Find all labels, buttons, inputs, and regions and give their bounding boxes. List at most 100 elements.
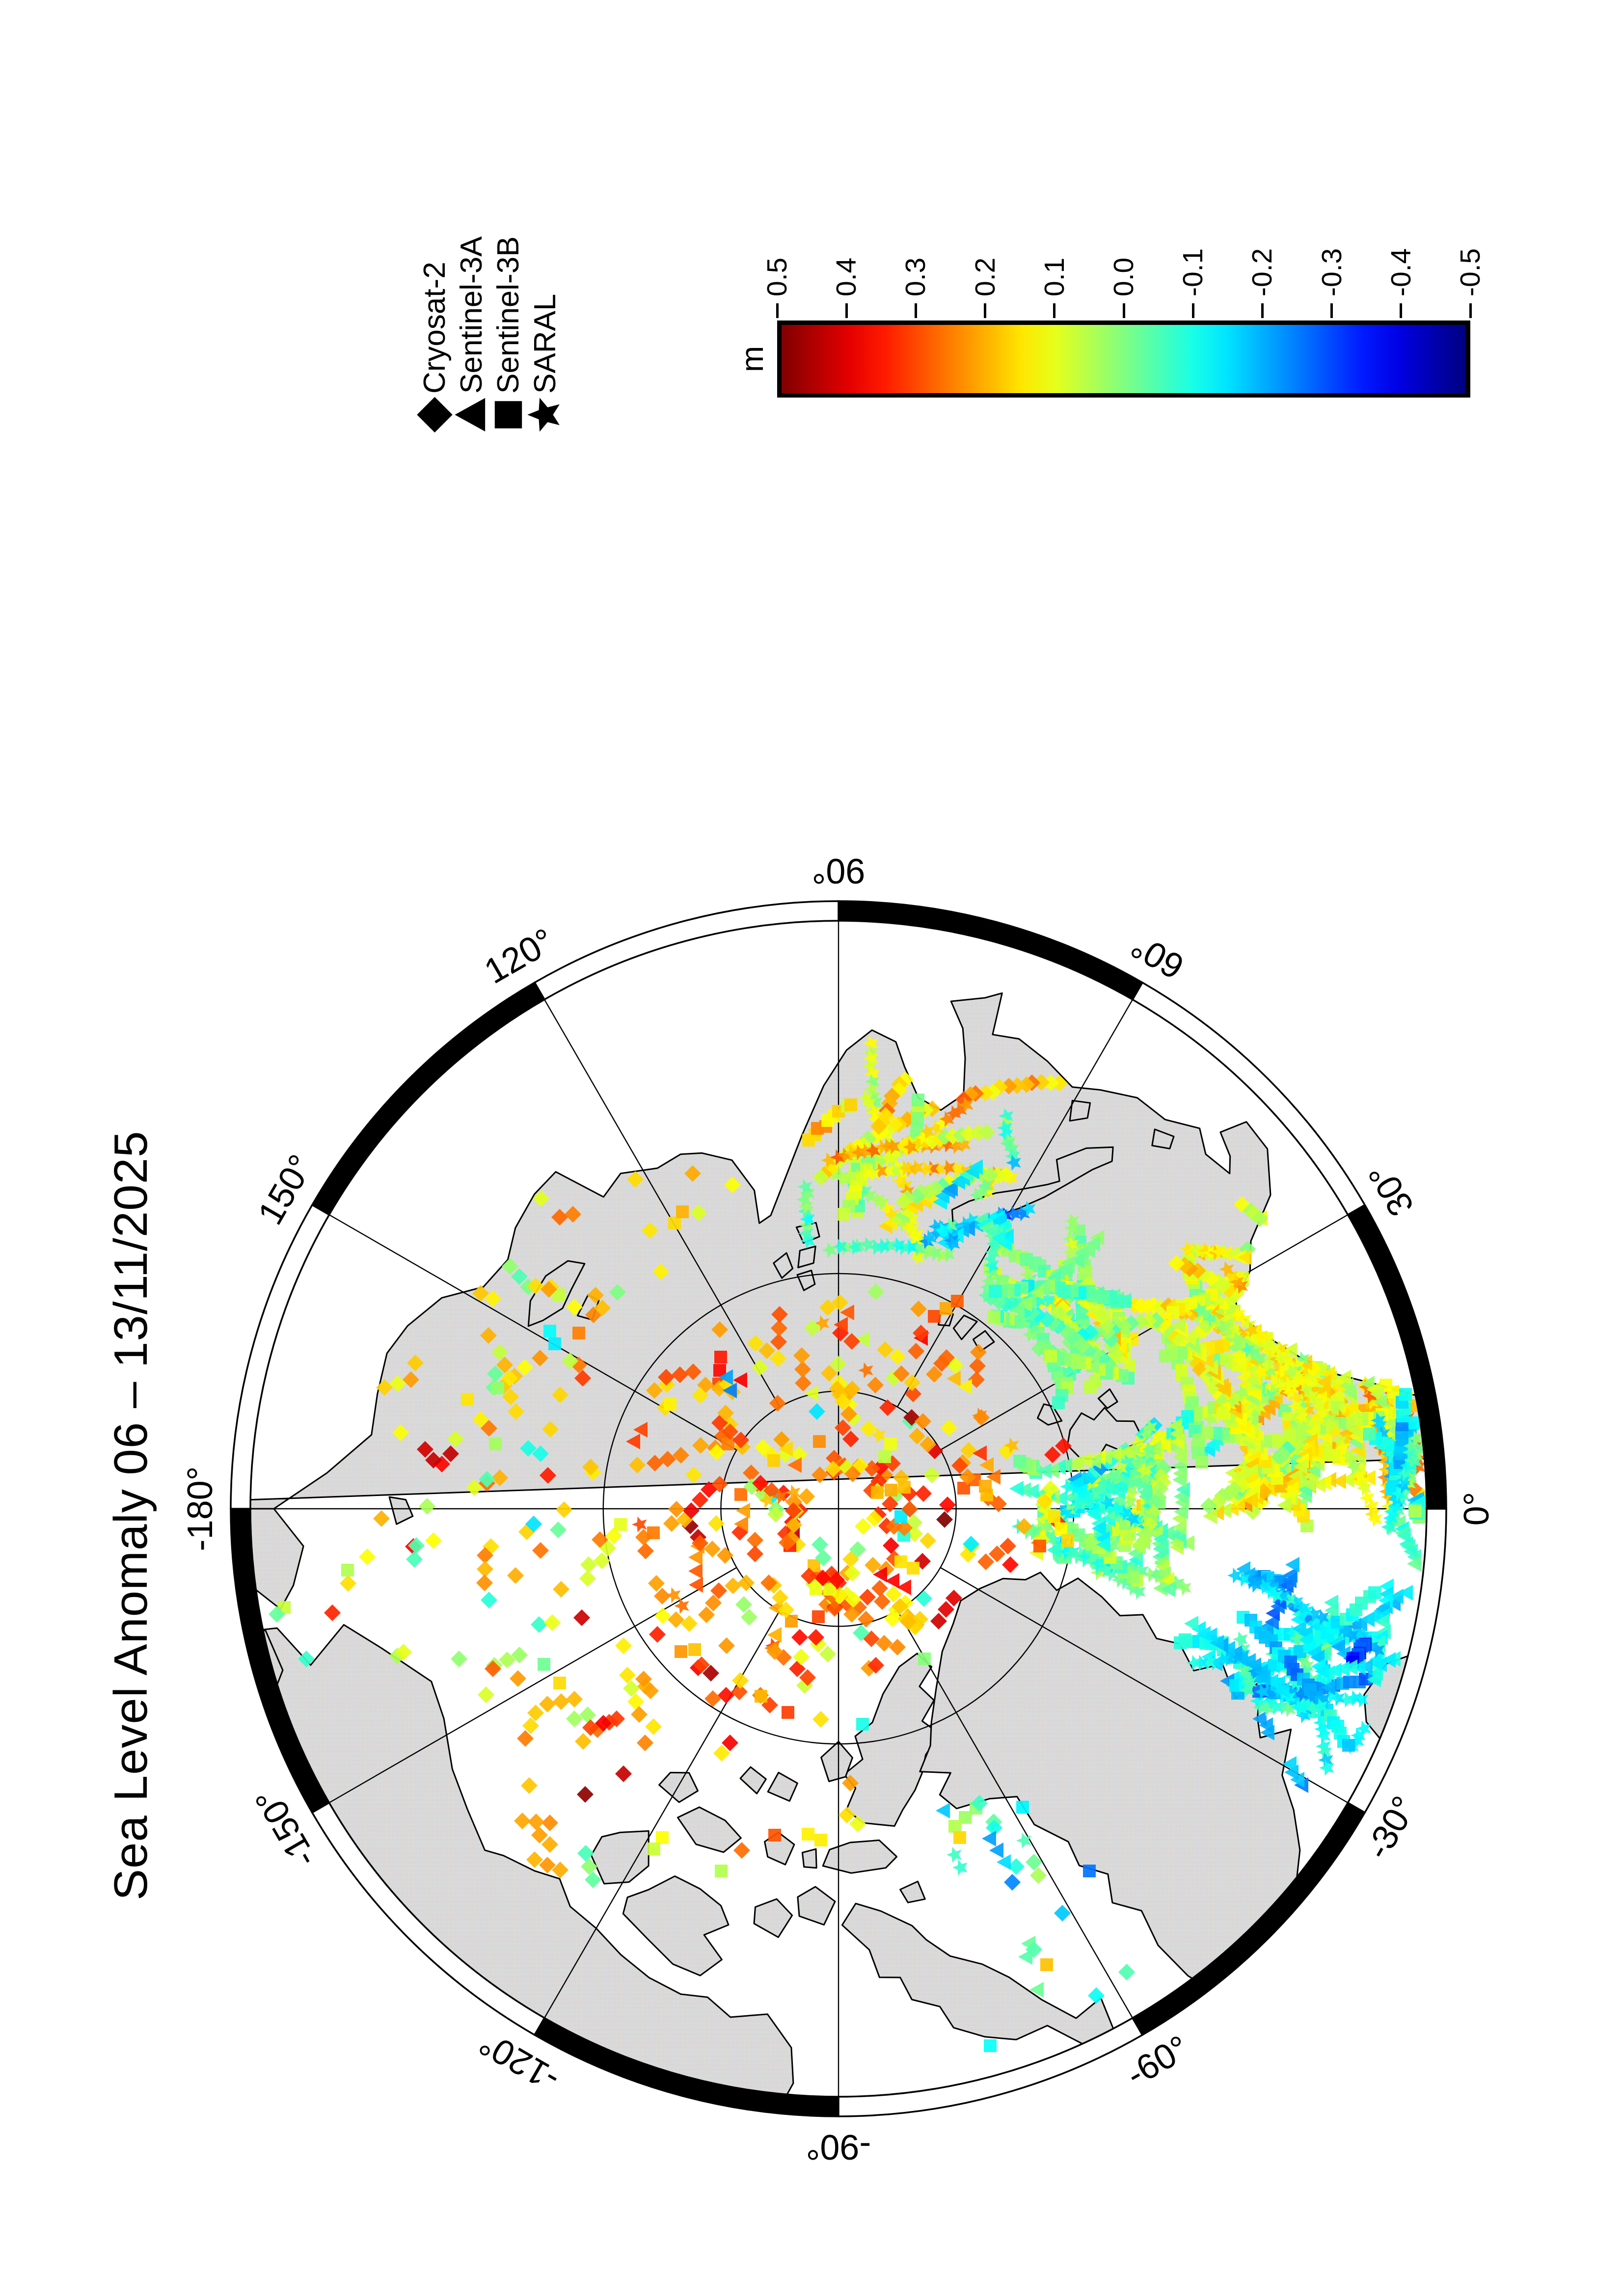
- data-point: [1118, 1964, 1135, 1980]
- data-point: [373, 1510, 390, 1527]
- data-point: [688, 1643, 701, 1656]
- data-point: [556, 1501, 572, 1518]
- data-point: [718, 1637, 735, 1654]
- data-point: [663, 1515, 680, 1532]
- data-point: [550, 1522, 567, 1538]
- data-point: [688, 1563, 703, 1579]
- data-point: [1319, 1760, 1334, 1776]
- data-point: [885, 1484, 897, 1496]
- data-point: [1016, 1801, 1029, 1814]
- data-point: [871, 1486, 884, 1499]
- colorbar-tick-label: -0.1: [1177, 248, 1209, 296]
- data-point: [566, 1691, 583, 1708]
- land-victoria: [622, 1875, 730, 1976]
- data-point: [577, 1786, 594, 1803]
- data-point: [1277, 1497, 1291, 1513]
- data-point: [1052, 1396, 1065, 1409]
- data-point: [553, 1581, 569, 1598]
- land-prince_patrick: [658, 1772, 699, 1803]
- data-point: [681, 1615, 698, 1632]
- data-point: [579, 1570, 596, 1587]
- data-point: [341, 1564, 354, 1576]
- data-point: [1030, 1867, 1047, 1884]
- data-point: [812, 1711, 829, 1728]
- data-point: [478, 1686, 494, 1703]
- colorbar-tick: [776, 303, 779, 318]
- data-point: [1013, 1455, 1026, 1468]
- meridian-labels-layer: 0°30°60°90°120°150°-180°-150°-120°-90°-6…: [181, 851, 1496, 2166]
- data-point: [507, 1567, 524, 1584]
- data-point: [668, 1611, 684, 1628]
- data-point: [538, 1658, 550, 1671]
- data-point: [676, 1205, 689, 1218]
- meridian-label: -90°: [806, 2127, 871, 2166]
- data-point: [553, 1677, 566, 1689]
- satellite-legend: Cryosat-2 Sentinel-3A Sentinel-3B SARAL: [416, 236, 564, 436]
- data-point: [1033, 1540, 1046, 1552]
- land-chukotka_east: [250, 1508, 304, 1610]
- land-edgeoya: [1097, 1388, 1118, 1409]
- data-point: [948, 1820, 961, 1833]
- colorbar-tick: [1053, 303, 1056, 318]
- legend-label: Sentinel-3B: [491, 236, 525, 394]
- data-point: [767, 1454, 780, 1467]
- data-point: [1368, 1586, 1381, 1599]
- land-sevzem_1: [797, 1245, 816, 1268]
- data-point: [1084, 1538, 1097, 1550]
- data-point: [461, 1393, 474, 1406]
- data-point: [1409, 1505, 1422, 1518]
- colorbar-tick: [914, 303, 917, 318]
- data-point: [577, 1845, 594, 1862]
- land-bylot: [899, 1880, 926, 1903]
- data-point: [539, 1696, 556, 1712]
- legend-item-cryosat-2: Cryosat-2: [416, 236, 453, 436]
- data-point: [837, 1208, 850, 1221]
- data-point: [733, 1842, 750, 1859]
- land-somerset: [797, 1886, 836, 1926]
- land-axel_heiberg: [820, 1740, 853, 1782]
- data-point: [649, 1626, 666, 1643]
- legend-item-sentinel-3b: Sentinel-3B: [490, 236, 527, 436]
- data-point: [1201, 1426, 1214, 1439]
- data-point: [747, 1546, 763, 1562]
- data-point: [947, 1846, 962, 1863]
- data-point: [714, 1351, 727, 1363]
- data-point: [585, 1871, 601, 1888]
- data-point: [928, 1310, 941, 1323]
- colorbar-tick: [1469, 303, 1472, 318]
- data-point: [865, 1557, 881, 1574]
- data-point: [844, 1098, 857, 1111]
- legend-label: Cryosat-2: [418, 262, 452, 394]
- data-point: [915, 1485, 932, 1502]
- data-point: [481, 1592, 497, 1608]
- colorbar-tick-label: -0.3: [1316, 248, 1348, 296]
- data-point: [802, 1828, 814, 1841]
- data-point: [755, 1690, 767, 1703]
- data-point: [979, 1480, 992, 1493]
- land-fjl_2: [952, 1314, 978, 1340]
- data-point: [1195, 1456, 1208, 1468]
- meridian-label: -180°: [181, 1467, 220, 1551]
- data-point: [543, 1325, 556, 1337]
- legend-item-sentinel-3a: Sentinel-3A: [453, 236, 490, 436]
- data-point: [722, 1438, 734, 1450]
- land-novaya_zemlya: [951, 1146, 1114, 1226]
- data-point: [1009, 1481, 1024, 1496]
- data-point: [1184, 1616, 1198, 1631]
- data-point: [1084, 1381, 1097, 1393]
- data-point: [541, 1815, 558, 1831]
- data-point: [916, 1590, 932, 1607]
- data-point: [939, 1496, 956, 1513]
- colorbar-tick-label: -0.2: [1246, 248, 1278, 296]
- data-point: [813, 1435, 826, 1448]
- data-point: [419, 1498, 435, 1515]
- colorbar-gradient: [777, 320, 1470, 398]
- data-point: [878, 1450, 891, 1463]
- legend-label: SARAL: [528, 294, 562, 394]
- data-point: [654, 1607, 671, 1624]
- data-point: [572, 1327, 585, 1339]
- data-point: [1061, 1534, 1074, 1547]
- boundary-ring: [230, 900, 1447, 2117]
- data-point: [936, 1511, 953, 1528]
- data-point: [812, 1610, 825, 1623]
